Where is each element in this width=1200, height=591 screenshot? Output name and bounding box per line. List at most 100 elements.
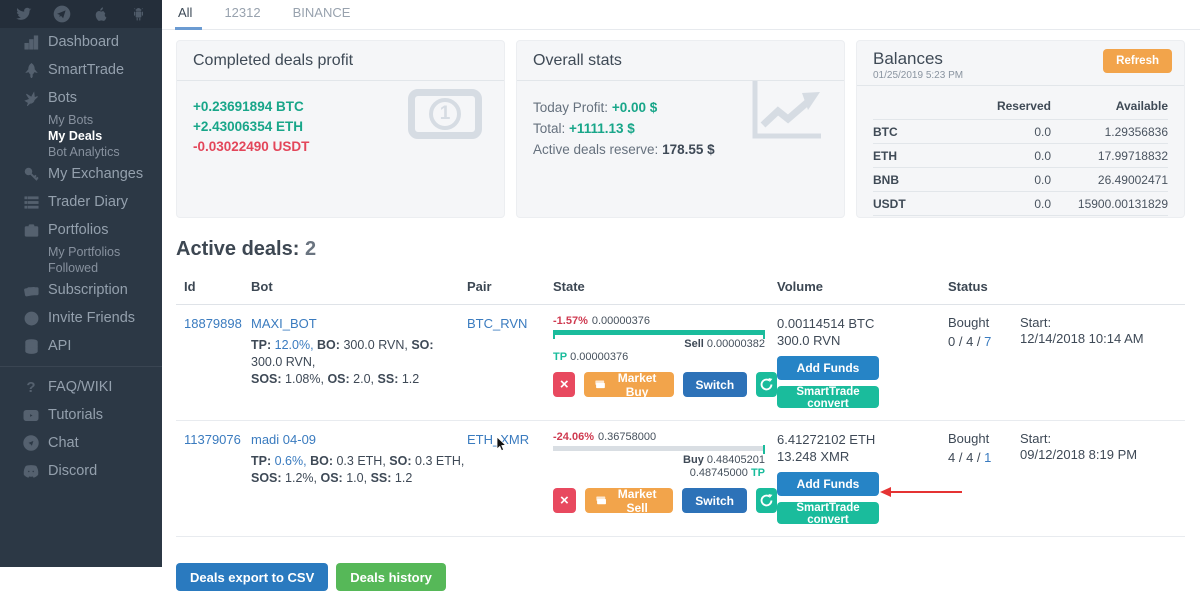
col-available: Available [1115, 99, 1168, 113]
start-value: 09/12/2018 8:19 PM [1020, 447, 1138, 462]
tab-12312[interactable]: 12312 [224, 5, 261, 20]
sidebar-item-my-deals[interactable]: My Deals [48, 129, 103, 143]
sidebar-item-label: Discord [48, 463, 98, 479]
total-line: Total: +1111.13 $ [533, 121, 635, 136]
sidebar-item-my-bots[interactable]: My Bots [48, 113, 94, 127]
switch-button[interactable]: Switch [682, 372, 748, 397]
status-label: Bought [948, 315, 990, 330]
deals-table: Id Bot Pair State Volume Status 18879898… [176, 273, 1185, 537]
sidebar-item-label: Portfolios [48, 222, 109, 238]
sidebar-item-followed[interactable]: Followed [48, 261, 99, 275]
briefcase-icon [22, 221, 40, 239]
cancel-deal-button[interactable]: × [553, 488, 576, 513]
sidebar-item-my-exchanges[interactable]: My Exchanges [0, 160, 162, 188]
table-row: BTC 0.0 1.29356836 [873, 119, 1168, 143]
deal-id-link[interactable]: 11379076 [184, 432, 241, 447]
deals-history-button[interactable]: Deals history [336, 563, 446, 591]
rocket-icon [22, 61, 40, 79]
question-icon: ? [26, 378, 36, 396]
android-icon[interactable] [130, 5, 148, 23]
profit-eth: +2.43006354 ETH [193, 119, 303, 134]
sidebar-item-my-portfolios[interactable]: My Portfolios [48, 245, 121, 259]
sidebar-item-bot-analytics[interactable]: Bot Analytics [48, 145, 120, 159]
balances-table: Reserved Available BTC 0.0 1.29356836 ET… [857, 86, 1184, 216]
sidebar-item-label: FAQ/WIKI [48, 379, 113, 395]
sidebar-item-portfolios[interactable]: Portfolios [0, 216, 162, 244]
discord-icon [22, 462, 40, 480]
sidebar-item-discord[interactable]: Discord [0, 457, 162, 485]
refresh-icon [760, 494, 773, 507]
deal-actions: × Market Buy Switch [553, 371, 777, 399]
col-reserved: Reserved [996, 99, 1051, 113]
apple-icon[interactable] [91, 5, 109, 23]
sidebar-item-invite-friends[interactable]: Invite Friends [0, 304, 162, 332]
card-title: Balances [873, 49, 943, 68]
database-icon [22, 337, 40, 355]
table-row: 11379076 madi 04-09 TP: 0.6%, BO: 0.3 ET… [176, 421, 1185, 537]
sidebar-nav: Dashboard SmartTrade Bots My Bots My Dea… [0, 28, 162, 485]
sidebar-item-label: Trader Diary [48, 194, 129, 210]
add-funds-button[interactable]: Add Funds [777, 356, 879, 380]
overall-stats-card: Overall stats Today Profit: +0.00 $ Tota… [516, 40, 845, 218]
deal-state-graph: -1.57% 0.00000376 Sell 0.00000382 TP 0.00… [553, 315, 765, 363]
sidebar-item-label: Tutorials [48, 407, 104, 423]
col-volume: Volume [777, 279, 823, 294]
sidebar-item-label: SmartTrade [48, 62, 125, 78]
banknotes-icon [596, 496, 606, 505]
completed-deals-profit-card: Completed deals profit +0.23691894 BTC +… [176, 40, 505, 218]
refresh-button[interactable]: Refresh [1103, 49, 1172, 73]
sidebar-item-api[interactable]: API [0, 332, 162, 360]
col-status: Status [948, 279, 988, 294]
summary-cards: Completed deals profit +0.23691894 BTC +… [176, 40, 1185, 218]
smiley-icon [22, 309, 40, 327]
sidebar-item-subscription[interactable]: Subscription [0, 276, 162, 304]
tab-all[interactable]: All [174, 5, 204, 30]
bot-name-link[interactable]: madi 04-09 [251, 432, 317, 447]
deals-export-csv-button[interactable]: Deals export to CSV [176, 563, 329, 591]
market-sell-button[interactable]: Market Sell [584, 487, 674, 515]
annotation-arrow [880, 487, 962, 497]
sidebar-item-label: Subscription [48, 282, 128, 298]
sidebar-item-chat[interactable]: Chat [0, 429, 162, 457]
main-content: All 12312 BINANCE Completed deals profit… [162, 0, 1200, 591]
sidebar-item-bots[interactable]: Bots [0, 84, 162, 112]
sidebar-item-dashboard[interactable]: Dashboard [0, 28, 162, 56]
balances-card: Balances 01/25/2019 5:23 PM Refresh Rese… [856, 40, 1185, 218]
smarttrade-convert-button[interactable]: SmartTrade convert [777, 502, 879, 526]
sidebar-item-tutorials[interactable]: Tutorials [0, 401, 162, 429]
smarttrade-convert-button[interactable]: SmartTrade convert [777, 386, 879, 410]
banknotes-icon [595, 380, 606, 389]
today-profit-line: Today Profit: +0.00 $ [533, 100, 658, 115]
refresh-deal-button[interactable] [756, 372, 777, 397]
refresh-deal-button[interactable] [755, 488, 777, 513]
start-label: Start: [1020, 315, 1052, 330]
paper-plane-icon [22, 434, 40, 452]
sidebar-item-trader-diary[interactable]: Trader Diary [0, 188, 162, 216]
add-funds-button[interactable]: Add Funds [777, 472, 879, 496]
sidebar-item-faq-wiki[interactable]: ? FAQ/WIKI [0, 373, 162, 401]
sidebar: Dashboard SmartTrade Bots My Bots My Dea… [0, 0, 162, 567]
table-row: USDT 0.0 15900.00131829 [873, 191, 1168, 216]
tab-binance[interactable]: BINANCE [292, 5, 351, 20]
balances-timestamp: 01/25/2019 5:23 PM [873, 70, 964, 81]
table-row: 18879898 MAXI_BOT TP: 12.0%, BO: 300.0 R… [176, 305, 1185, 421]
volume-quote: 13.248 XMR [777, 449, 850, 464]
sidebar-item-label: Invite Friends [48, 310, 136, 326]
table-row: ETH 0.0 17.99718832 [873, 143, 1168, 167]
cancel-deal-button[interactable]: × [553, 372, 576, 397]
market-buy-button[interactable]: Market Buy [584, 371, 674, 399]
pair-link[interactable]: BTC_RVN [467, 316, 528, 331]
bot-name-link[interactable]: MAXI_BOT [251, 316, 317, 331]
switch-button[interactable]: Switch [682, 488, 747, 513]
status-label: Bought [948, 431, 990, 446]
twitter-icon[interactable] [14, 5, 32, 23]
deals-table-header: Id Bot Pair State Volume Status [176, 273, 1185, 305]
sidebar-item-smarttrade[interactable]: SmartTrade [0, 56, 162, 84]
telegram-icon[interactable] [53, 5, 71, 23]
table-row: BNB 0.0 26.49002471 [873, 167, 1168, 191]
sidebar-item-label: Bots [48, 90, 78, 106]
start-label: Start: [1020, 431, 1052, 446]
col-id: Id [184, 279, 196, 294]
bar-chart-icon [22, 33, 40, 51]
deal-id-link[interactable]: 18879898 [184, 316, 242, 331]
